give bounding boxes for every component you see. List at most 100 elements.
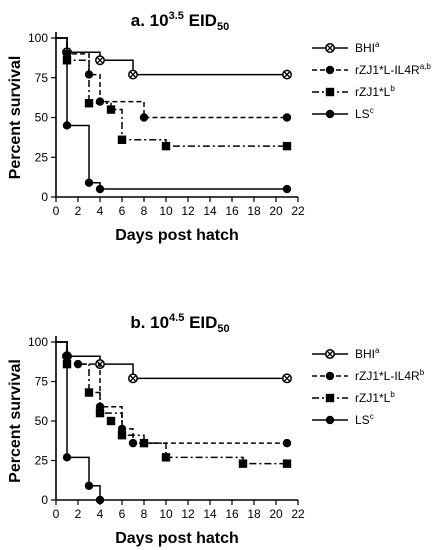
data-point xyxy=(282,459,292,468)
series-line xyxy=(56,37,287,147)
data-point-cross-b xyxy=(96,56,104,64)
legend-label: BHIa xyxy=(355,40,380,55)
y-tick-label: 50 xyxy=(35,414,49,428)
data-point xyxy=(84,481,94,490)
legend-label: rZJ1*L-IL4Ra,b xyxy=(355,62,431,77)
chart-title: b. 104.5 EID50 xyxy=(130,312,229,335)
legend-superscript: a xyxy=(375,346,380,355)
x-tick-label: 10 xyxy=(159,507,173,521)
y-tick-label: 100 xyxy=(28,31,48,45)
y-tick-label: 75 xyxy=(35,71,49,85)
x-tick-label: 0 xyxy=(53,204,60,218)
legend-name: LS xyxy=(355,413,370,427)
legend-superscript: b xyxy=(390,84,395,93)
y-axis-label: Percent survival xyxy=(7,359,24,483)
data-point-cross-b xyxy=(283,374,291,382)
data-point xyxy=(73,359,83,369)
data-point xyxy=(106,105,116,114)
series-line xyxy=(56,341,101,500)
legend-name: rZJ1*L-IL4R xyxy=(355,369,420,383)
series-line xyxy=(56,341,287,380)
title-superscript: 4.5 xyxy=(169,312,184,324)
legend-superscript: b xyxy=(390,390,395,399)
title-subscript: 50 xyxy=(217,21,229,33)
title-prefix: a. 10 xyxy=(131,11,169,30)
data-point xyxy=(84,178,94,187)
x-axis-label: Days post hatch xyxy=(115,227,239,244)
y-tick-label: 25 xyxy=(35,150,49,164)
x-tick-label: 14 xyxy=(203,507,217,521)
data-point xyxy=(62,453,72,462)
data-point xyxy=(95,495,105,505)
legend-item: LSc xyxy=(312,106,374,121)
series-1 xyxy=(56,37,292,122)
series-line xyxy=(56,341,287,465)
y-tick-label: 0 xyxy=(41,190,48,204)
data-point xyxy=(95,97,105,106)
chart-title: a. 103.5 EID50 xyxy=(131,10,229,33)
x-tick-label: 22 xyxy=(291,507,305,521)
data-point xyxy=(117,135,127,144)
series-3 xyxy=(56,341,105,505)
legend-superscript: a xyxy=(375,40,380,49)
x-tick-label: 12 xyxy=(181,204,195,218)
legend: BHIa rZJ1*L-IL4Ra,b rZJ1*Lb LSc xyxy=(312,40,431,121)
legend-label: LSc xyxy=(355,412,374,427)
title-main: EID xyxy=(184,11,217,30)
legend-item: rZJ1*L-IL4Ra,b xyxy=(312,62,431,77)
legend-item: rZJ1*Lb xyxy=(312,390,395,405)
legend-label: LSc xyxy=(355,106,374,121)
data-point-cross-b xyxy=(129,71,137,78)
legend-marker-cross-b xyxy=(326,350,334,358)
data-point-cross-b xyxy=(283,71,291,78)
legend-name: LS xyxy=(355,107,370,121)
x-tick-label: 20 xyxy=(269,507,283,521)
x-tick-label: 8 xyxy=(141,204,148,218)
legend-name: BHI xyxy=(355,41,375,55)
legend-marker xyxy=(325,87,335,97)
x-axis-label: Days post hatch xyxy=(115,530,239,547)
x-tick-label: 4 xyxy=(97,507,104,521)
legend-item: rZJ1*L-IL4Rb xyxy=(312,368,425,383)
legend-label: rZJ1*Lb xyxy=(355,390,395,405)
data-point xyxy=(106,416,116,426)
legend-marker xyxy=(325,349,335,359)
data-point-cross-b xyxy=(129,374,137,382)
legend-label: rZJ1*Lb xyxy=(355,84,395,99)
legend-item: BHIa xyxy=(312,346,380,361)
data-point xyxy=(282,184,292,194)
x-tick-label: 12 xyxy=(181,507,195,521)
x-tick-label: 18 xyxy=(247,204,261,218)
y-tick-label: 0 xyxy=(41,493,48,507)
x-tick-label: 6 xyxy=(119,204,126,218)
legend-superscript: b xyxy=(420,368,425,377)
x-tick-label: 18 xyxy=(247,507,261,521)
title-main: EID xyxy=(184,313,217,332)
y-tick-label: 100 xyxy=(28,335,48,349)
x-tick-label: 16 xyxy=(225,507,239,521)
data-point xyxy=(161,453,171,462)
series-3 xyxy=(56,37,292,194)
y-tick-label: 75 xyxy=(35,375,49,389)
data-point xyxy=(139,438,149,448)
data-point xyxy=(238,459,248,468)
legend-marker xyxy=(325,393,335,403)
data-point xyxy=(128,438,138,448)
legend-name: rZJ1*L xyxy=(355,391,391,405)
y-axis-label: Percent survival xyxy=(7,56,24,180)
legend-label: BHIa xyxy=(355,346,380,361)
data-point xyxy=(128,373,138,384)
y-tick-label: 50 xyxy=(35,111,49,125)
data-point xyxy=(282,373,292,384)
y-tick-label: 25 xyxy=(35,454,49,468)
series-2 xyxy=(56,37,292,151)
legend-name: BHI xyxy=(355,347,375,361)
title-subscript: 50 xyxy=(217,323,229,335)
data-point xyxy=(95,55,105,66)
x-tick-label: 8 xyxy=(141,507,148,521)
legend-name: rZJ1*L-IL4R xyxy=(355,63,420,77)
